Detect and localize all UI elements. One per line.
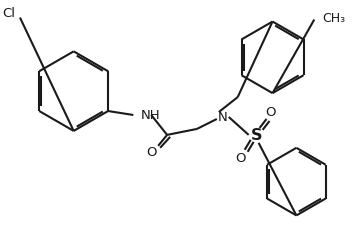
Text: S: S <box>251 128 262 143</box>
Text: O: O <box>265 105 276 118</box>
Text: O: O <box>146 146 156 159</box>
Text: Cl: Cl <box>2 7 15 20</box>
Text: O: O <box>236 152 246 164</box>
Text: CH₃: CH₃ <box>322 12 345 25</box>
Text: NH: NH <box>140 109 160 122</box>
Text: N: N <box>218 111 228 124</box>
